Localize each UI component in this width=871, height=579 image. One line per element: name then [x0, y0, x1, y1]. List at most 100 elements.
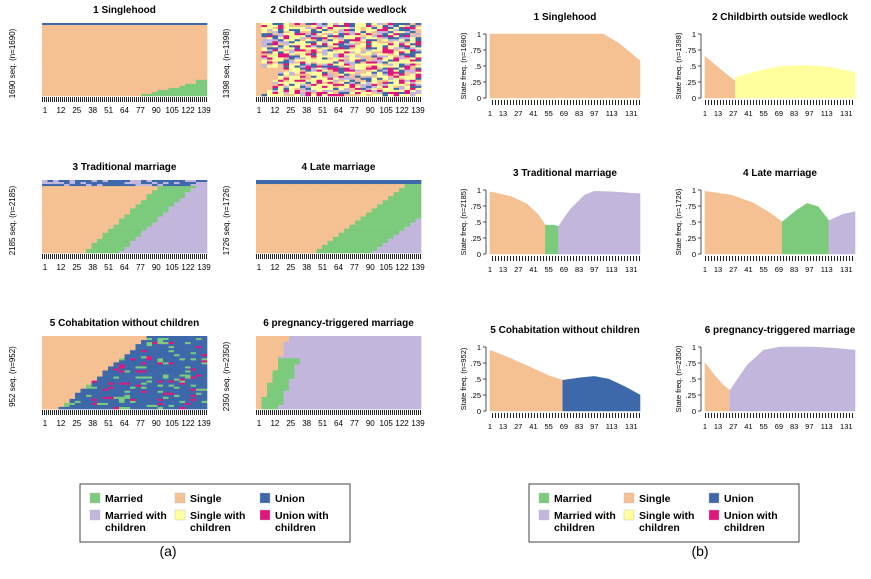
sequence-cell — [185, 81, 191, 85]
sequence-cell — [102, 75, 109, 79]
sequence-cell — [113, 374, 120, 377]
sequence-cell — [102, 222, 109, 225]
sequence-cell — [283, 244, 290, 248]
sequence-cell — [157, 91, 164, 95]
sequence-cell — [267, 230, 273, 234]
sequence-cell — [108, 83, 114, 87]
sequence-cell — [382, 89, 389, 93]
sequence-cell — [86, 202, 92, 205]
sequence-cell — [360, 49, 367, 52]
sequence-cell — [102, 53, 109, 56]
sequence-cell — [261, 77, 268, 81]
sequence-cell — [267, 196, 273, 199]
sequence-cell — [97, 364, 103, 367]
sequence-cell — [80, 358, 87, 361]
sequence-cell — [338, 224, 345, 227]
sequence-cell — [80, 248, 87, 252]
sequence-cell — [80, 370, 87, 373]
sequence-cell — [349, 230, 356, 234]
sequence-cell — [91, 342, 98, 345]
sequence-cell — [108, 214, 114, 217]
sequence-cell — [393, 218, 400, 221]
sequence-cell — [58, 368, 65, 371]
sequence-cell — [47, 53, 54, 56]
sequence-cell — [64, 354, 70, 357]
sequence-cell — [64, 43, 70, 46]
sequence-cell — [366, 49, 372, 52]
sequence-cell — [355, 196, 361, 199]
sequence-cell — [300, 232, 306, 236]
sequence-cell — [146, 55, 153, 58]
sequence-cell — [393, 61, 400, 64]
sequence-cell — [377, 224, 383, 227]
sequence-cell — [124, 188, 131, 191]
sequence-cell — [185, 190, 191, 193]
sequence-cell — [91, 250, 98, 254]
sequence-cell — [344, 206, 350, 209]
sequence-cell — [163, 242, 169, 246]
sequence-cell — [388, 37, 394, 40]
sequence-cell — [130, 61, 136, 64]
sequence-cell — [404, 63, 411, 66]
sequence-cell — [272, 232, 279, 236]
sequence-cell — [86, 364, 92, 367]
sequence-cell — [75, 85, 81, 89]
sequence-cell — [75, 196, 81, 199]
sequence-cell — [377, 214, 383, 217]
sequence-cell — [272, 204, 279, 207]
sequence-cell — [366, 220, 372, 223]
sequence-cell — [53, 208, 59, 211]
sequence-cell — [294, 93, 301, 97]
sequence-cell — [338, 230, 345, 234]
sequence-cell — [152, 69, 158, 72]
sequence-cell — [119, 248, 125, 252]
sequence-cell — [113, 244, 120, 248]
sequence-cell — [190, 85, 197, 89]
sequence-cell — [135, 348, 142, 351]
sequence-cell — [185, 77, 191, 81]
sequence-cell — [278, 85, 284, 89]
sequence-cell — [300, 73, 306, 77]
sequence-cell — [86, 250, 92, 254]
sequence-cell — [47, 180, 54, 183]
sequence-cell — [53, 87, 59, 91]
sequence-cell — [355, 204, 361, 207]
sequence-cell — [69, 57, 76, 60]
sequence-cell — [305, 39, 312, 42]
sequence-cell — [119, 51, 125, 54]
sequence-cell — [404, 242, 411, 246]
sequence-cell — [141, 55, 147, 58]
sequence-cell — [47, 364, 54, 367]
sequence-cell — [415, 218, 422, 221]
sequence-cell — [130, 372, 136, 375]
sequence-cell — [108, 85, 114, 89]
sequence-cell — [404, 47, 411, 50]
sequence-cell — [399, 93, 405, 97]
sequence-cell — [300, 59, 306, 62]
sequence-cell — [47, 93, 54, 97]
sequence-cell — [316, 224, 323, 227]
sequence-cell — [283, 87, 290, 91]
sequence-cell — [311, 246, 317, 250]
sequence-cell — [185, 230, 191, 234]
sequence-cell — [135, 25, 142, 28]
sequence-cell — [53, 354, 59, 357]
sequence-cell — [327, 45, 334, 48]
sequence-cell — [163, 352, 169, 355]
sequence-cell — [157, 224, 164, 227]
sequence-cell — [327, 190, 334, 193]
sequence-cell — [124, 67, 131, 70]
sequence-cell — [322, 63, 328, 66]
sequence-rows — [42, 180, 208, 254]
sequence-cell — [360, 238, 367, 242]
sequence-cell — [190, 192, 197, 195]
sequence-cell — [267, 224, 273, 227]
sequence-cell — [300, 224, 306, 227]
sequence-cell — [152, 212, 158, 215]
sequence-cell — [97, 79, 103, 83]
sequence-cell — [256, 37, 262, 40]
sequence-cell — [97, 356, 103, 359]
sequence-cell — [196, 71, 202, 74]
sequence-cell — [196, 362, 202, 365]
sequence-cell — [283, 224, 290, 227]
